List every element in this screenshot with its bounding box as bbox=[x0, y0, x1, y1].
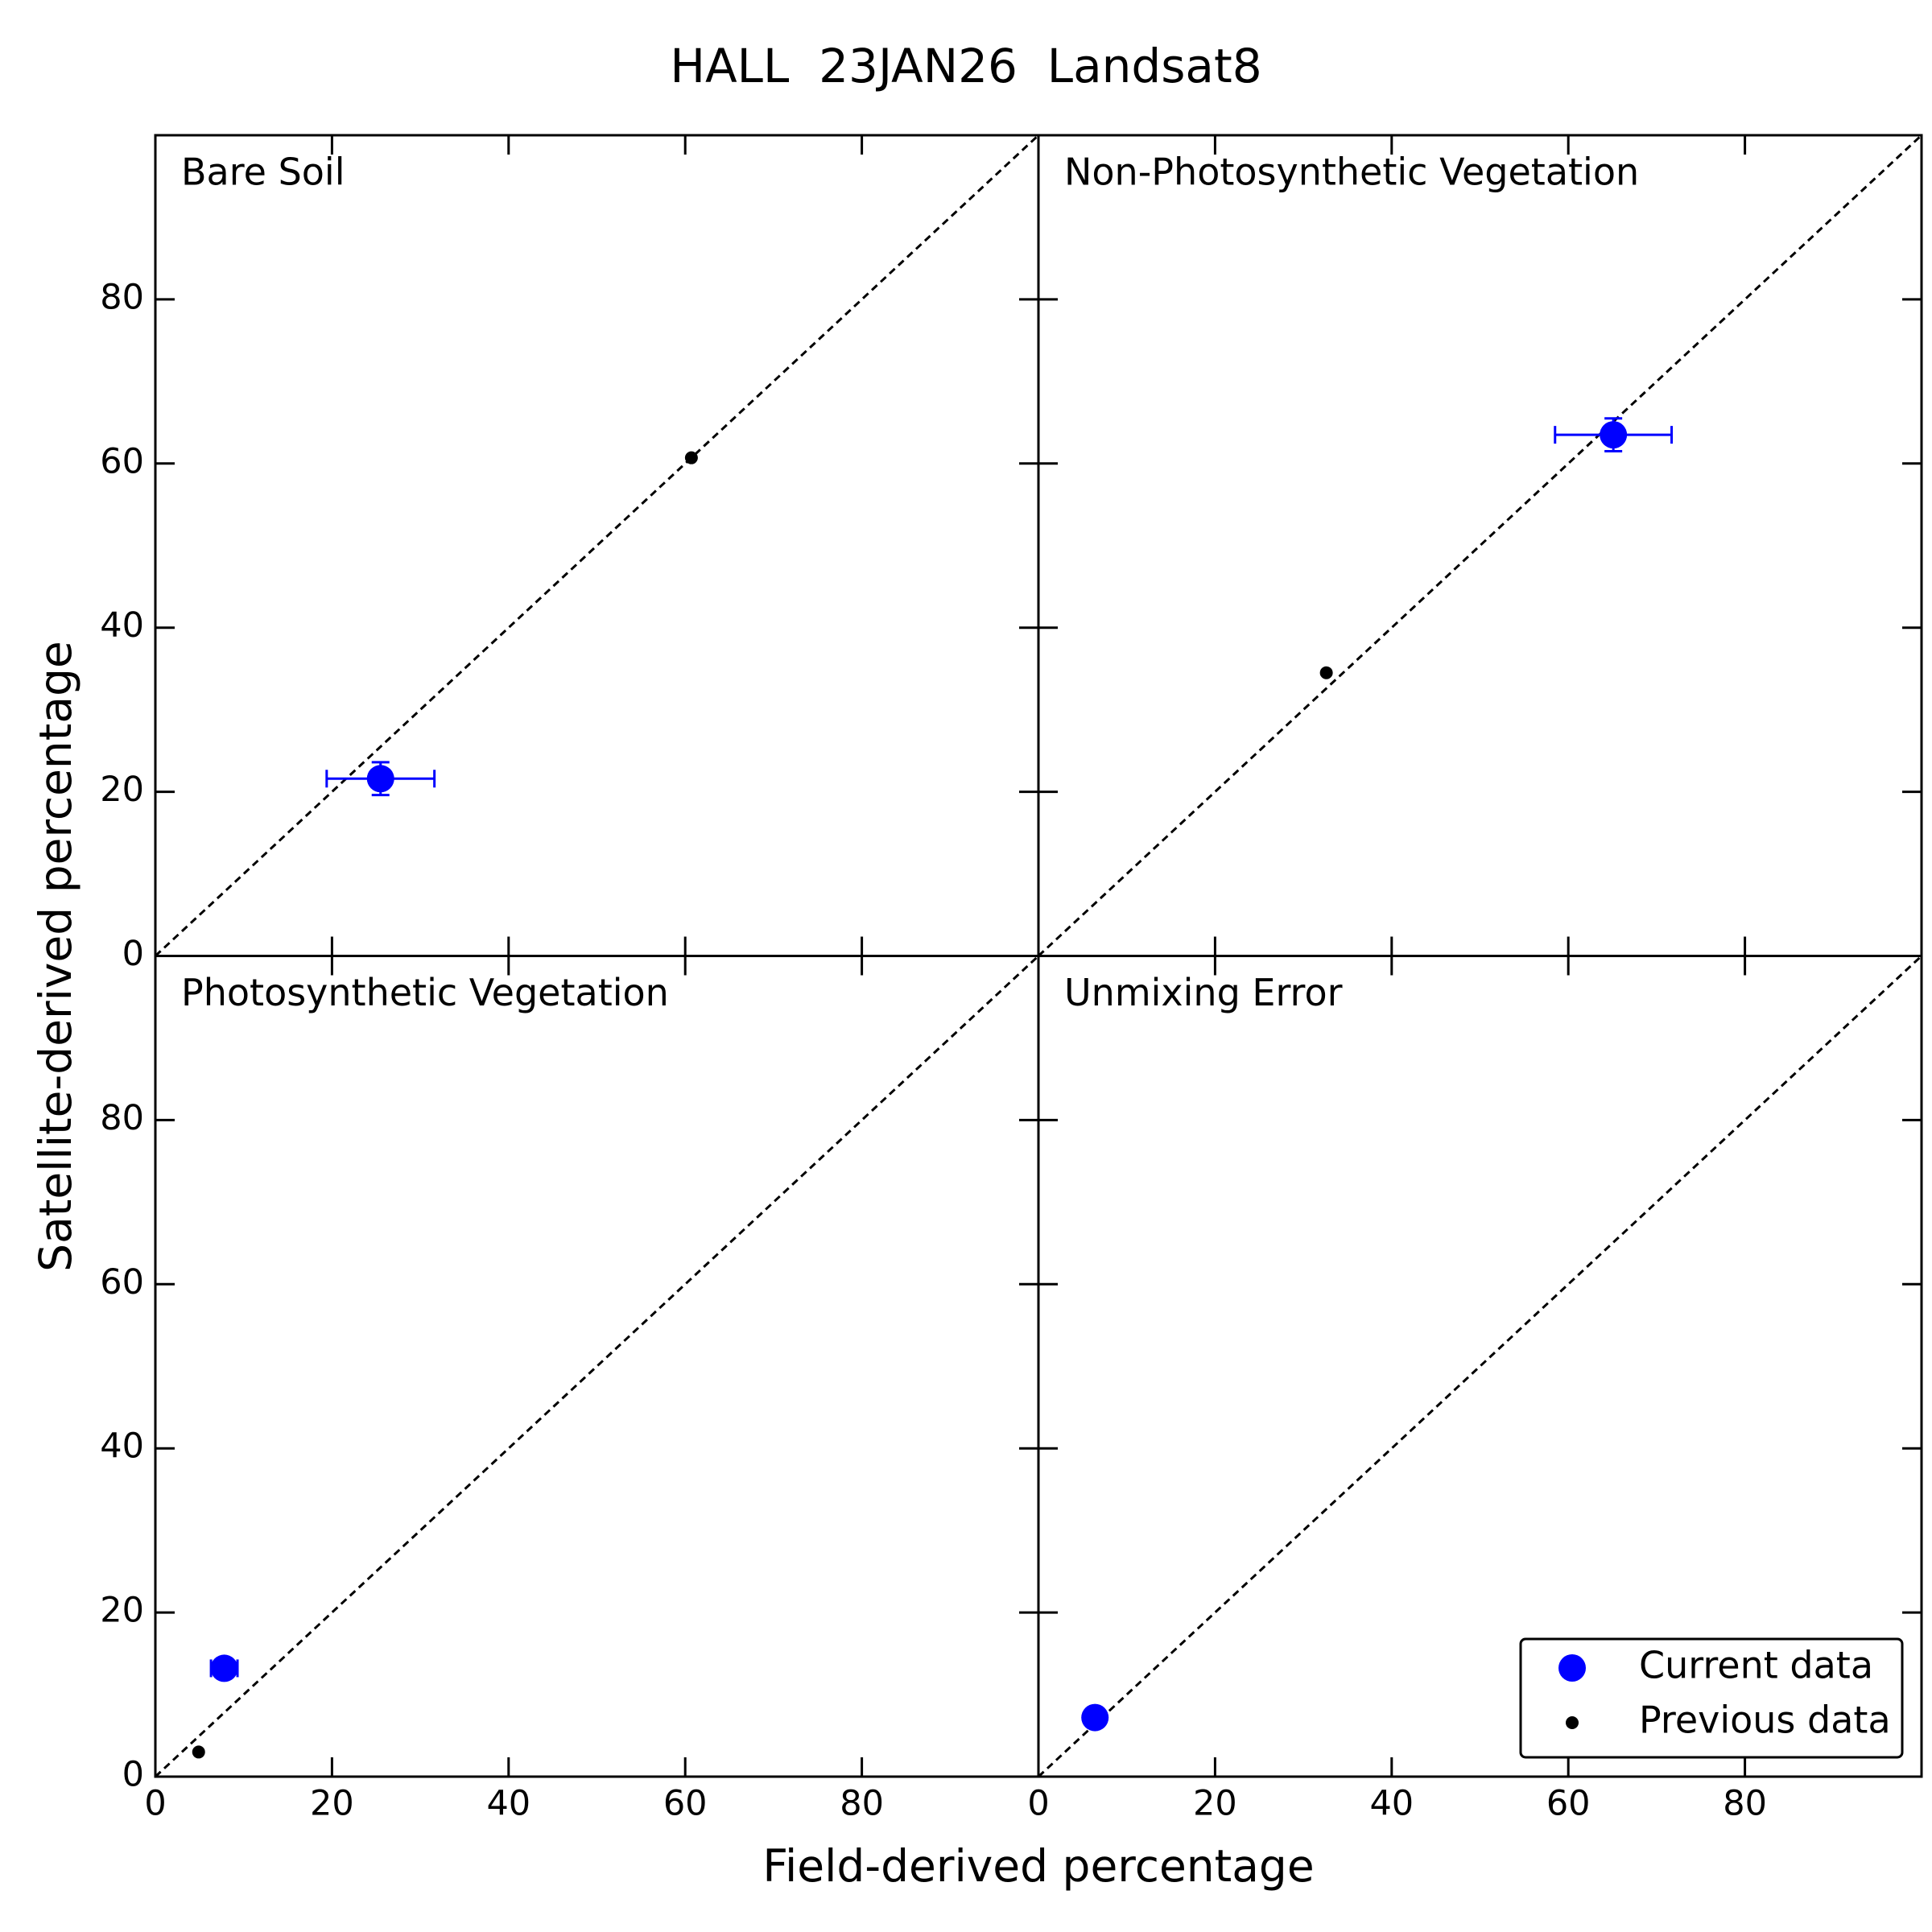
x-tick-label: 0 bbox=[1027, 1784, 1049, 1824]
one-to-one-line bbox=[154, 955, 1040, 1778]
panel: 0 20 40 60 80 Bare Soil bbox=[100, 134, 1040, 974]
x-tick-label: 20 bbox=[310, 1784, 354, 1824]
one-to-one-line bbox=[1037, 134, 1923, 957]
panel-label: Unmixing Error bbox=[1064, 971, 1343, 1014]
panel: 0 20 40 60 80 0 20 40 60 80 Photosynthetic Vegetat… bbox=[100, 955, 1040, 1824]
panel: Non-Photosynthetic Vegetation bbox=[1037, 134, 1923, 957]
legend-marker bbox=[1558, 1654, 1586, 1682]
point bbox=[192, 1745, 205, 1759]
panel-frame bbox=[154, 955, 1040, 1778]
y-tick-label: 40 bbox=[100, 1426, 144, 1467]
y-tick-label: 0 bbox=[122, 934, 144, 974]
y-tick-label: 20 bbox=[100, 1591, 144, 1631]
panel: 0 20 40 60 80 Unmixing Error Current data Previ… bbox=[1027, 955, 1923, 1824]
legend-marker bbox=[1566, 1716, 1579, 1729]
y-tick-label: 80 bbox=[100, 1098, 144, 1138]
x-tick-label: 60 bbox=[663, 1784, 708, 1824]
point bbox=[210, 1654, 238, 1682]
y-tick-label: 60 bbox=[100, 1262, 144, 1302]
x-tick-label: 40 bbox=[1369, 1784, 1414, 1824]
legend-text: Previous data bbox=[1639, 1699, 1891, 1742]
legend-frame bbox=[1519, 1637, 1904, 1759]
one-to-one-line bbox=[154, 134, 1040, 957]
point bbox=[1600, 421, 1628, 449]
x-tick-label: 60 bbox=[1546, 1784, 1591, 1824]
x-tick-label: 20 bbox=[1193, 1784, 1237, 1824]
panel-label: Bare Soil bbox=[181, 151, 345, 194]
point bbox=[366, 765, 394, 793]
panel-frame bbox=[1037, 134, 1923, 957]
x-tick-label: 40 bbox=[486, 1784, 530, 1824]
point bbox=[1319, 666, 1333, 679]
point bbox=[684, 451, 698, 464]
y-tick-label: 60 bbox=[100, 441, 144, 481]
figure-title: HALL 23JAN26 Landsat8 bbox=[670, 39, 1261, 93]
x-tick-label: 80 bbox=[840, 1784, 884, 1824]
x-axis-label: Field-derived percentage bbox=[762, 1840, 1314, 1892]
legend-text: Current data bbox=[1639, 1644, 1873, 1687]
panel-label: Photosynthetic Vegetation bbox=[181, 971, 669, 1014]
legend: Current data Previous data bbox=[1519, 1637, 1904, 1759]
x-tick-label: 80 bbox=[1723, 1784, 1767, 1824]
x-tick-label: 0 bbox=[144, 1784, 166, 1824]
y-tick-label: 20 bbox=[100, 770, 144, 810]
panel-label: Non-Photosynthetic Vegetation bbox=[1064, 151, 1639, 194]
y-tick-label: 40 bbox=[100, 605, 144, 646]
y-tick-label: 0 bbox=[122, 1755, 144, 1795]
panel-frame bbox=[1037, 955, 1923, 1778]
panel-frame bbox=[154, 134, 1040, 957]
one-to-one-line bbox=[1037, 955, 1923, 1778]
y-axis-label: Satellite-derived percentage bbox=[30, 641, 81, 1272]
y-tick-label: 80 bbox=[100, 277, 144, 317]
point bbox=[1081, 1703, 1109, 1732]
